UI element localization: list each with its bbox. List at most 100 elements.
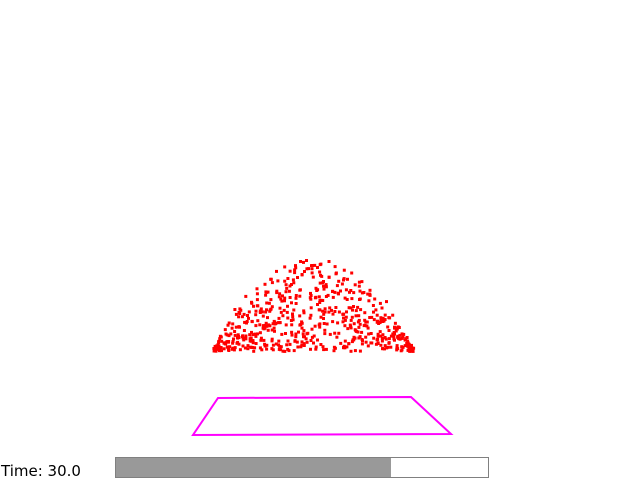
particle <box>289 319 293 322</box>
particle <box>246 314 249 317</box>
particle <box>365 320 369 324</box>
particle <box>290 283 293 286</box>
particle <box>316 266 319 269</box>
particle <box>287 349 291 353</box>
particle <box>272 319 276 323</box>
particle <box>368 316 372 319</box>
particle <box>403 344 407 348</box>
particle <box>286 339 290 343</box>
particle <box>401 335 405 339</box>
particle <box>316 338 319 342</box>
particle <box>247 316 250 320</box>
particle <box>373 297 377 301</box>
particle <box>217 341 221 345</box>
particle <box>258 346 262 350</box>
particle <box>283 299 286 303</box>
particle <box>220 339 224 343</box>
particle <box>392 337 396 341</box>
particle <box>367 299 371 303</box>
particle <box>318 270 322 274</box>
particle <box>270 328 274 332</box>
particle <box>396 325 400 329</box>
particle <box>354 309 358 313</box>
particle <box>280 332 284 336</box>
particle <box>227 340 231 343</box>
particle <box>352 305 355 308</box>
particle <box>339 341 343 345</box>
particle <box>223 328 227 332</box>
particle <box>317 295 321 299</box>
particle <box>360 342 364 346</box>
particle <box>357 325 361 329</box>
particle <box>251 333 255 337</box>
particle <box>227 348 230 351</box>
particle <box>361 339 364 343</box>
particle <box>387 341 391 345</box>
particle <box>313 263 317 267</box>
particle <box>294 266 298 270</box>
particle <box>279 310 283 314</box>
particle <box>365 324 369 328</box>
particle <box>312 341 315 345</box>
particle <box>318 299 322 303</box>
particle <box>393 325 396 329</box>
particle <box>337 310 341 314</box>
particle <box>290 330 294 334</box>
particle <box>300 321 304 325</box>
particle <box>233 308 237 311</box>
particle <box>343 339 347 343</box>
progress-fill <box>116 458 392 477</box>
particle <box>366 344 370 348</box>
particle <box>363 311 367 315</box>
particle <box>291 318 295 322</box>
particle <box>294 296 298 300</box>
particle <box>261 314 265 318</box>
particle <box>347 306 351 310</box>
particle <box>278 306 282 310</box>
particle <box>291 278 295 282</box>
particle <box>294 294 298 297</box>
particle <box>345 310 348 314</box>
particle <box>255 287 259 291</box>
particle <box>407 343 411 347</box>
particle <box>404 337 408 341</box>
particle <box>258 331 262 335</box>
particle <box>324 283 328 287</box>
particle <box>298 314 302 318</box>
particle <box>378 301 382 305</box>
particle <box>299 345 303 349</box>
particle <box>322 322 326 325</box>
particle <box>281 314 285 318</box>
particle <box>288 342 292 346</box>
particle <box>313 324 317 328</box>
particle <box>327 275 331 279</box>
particle <box>238 348 242 352</box>
particle <box>350 315 354 319</box>
particle <box>353 328 357 332</box>
particle <box>266 316 269 320</box>
particle <box>254 334 258 338</box>
particle <box>216 347 220 351</box>
particle <box>410 343 413 347</box>
particle <box>371 304 375 307</box>
particle <box>384 337 388 341</box>
particle <box>270 339 274 343</box>
particle <box>242 312 246 316</box>
particle <box>333 265 337 269</box>
particle <box>236 333 240 337</box>
particle <box>256 332 259 336</box>
particle <box>319 262 323 266</box>
particle <box>383 336 387 339</box>
particle <box>263 282 267 286</box>
particle <box>314 347 318 351</box>
particle <box>259 307 263 311</box>
particle <box>268 324 272 328</box>
particle <box>264 321 268 325</box>
particle <box>348 323 352 327</box>
particle <box>261 324 265 328</box>
particle <box>283 296 287 300</box>
particle <box>243 320 247 324</box>
particle <box>379 316 383 320</box>
particle <box>277 343 280 347</box>
particle <box>377 322 381 325</box>
